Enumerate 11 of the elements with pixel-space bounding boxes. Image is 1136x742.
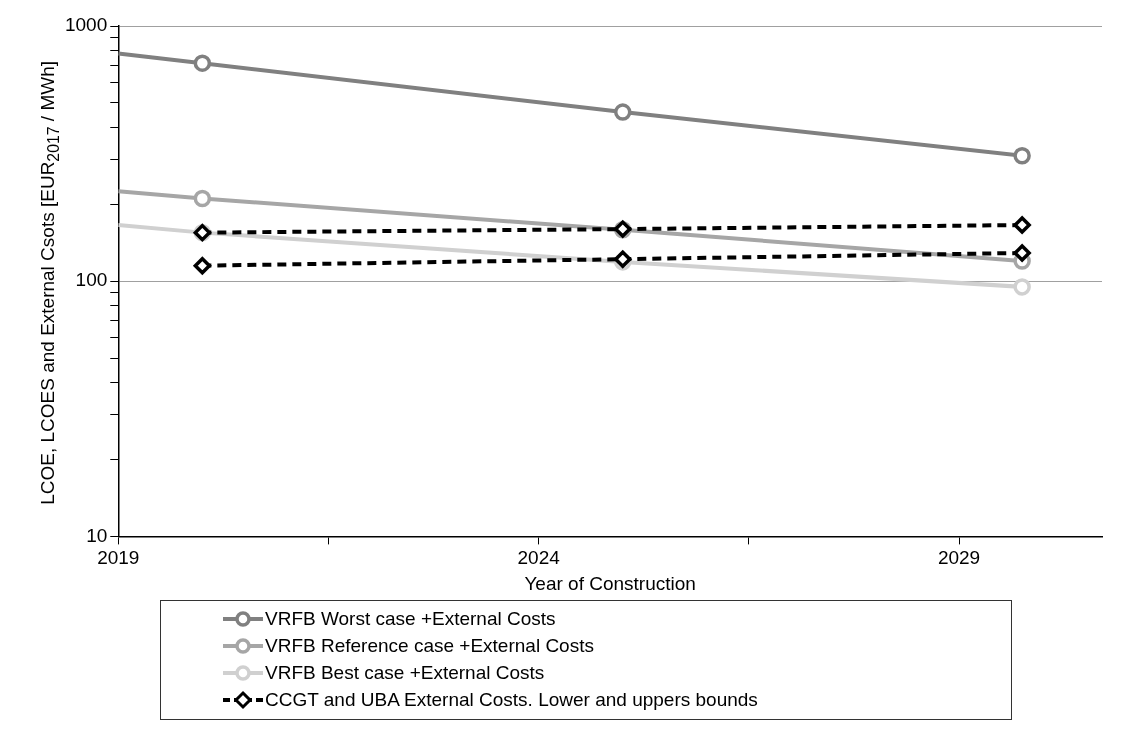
y-tick-label: 1000 <box>64 14 108 36</box>
legend-label: VRFB Reference case +External Costs <box>265 634 594 657</box>
y-tick-label: 10 <box>86 524 108 546</box>
legend-label: VRFB Best case +External Costs <box>265 661 545 684</box>
x-tick-label: 2029 <box>937 547 981 569</box>
legend-label: VRFB Worst case +External Costs <box>265 607 556 630</box>
x-axis-title: Year of Construction <box>524 572 696 594</box>
x-tick-label: 2019 <box>97 547 140 569</box>
legend-label: CCGT and UBA External Costs. Lower and uppers bounds <box>265 688 758 711</box>
y-tick-label: 100 <box>75 269 108 291</box>
x-tick-label: 2024 <box>517 547 561 569</box>
